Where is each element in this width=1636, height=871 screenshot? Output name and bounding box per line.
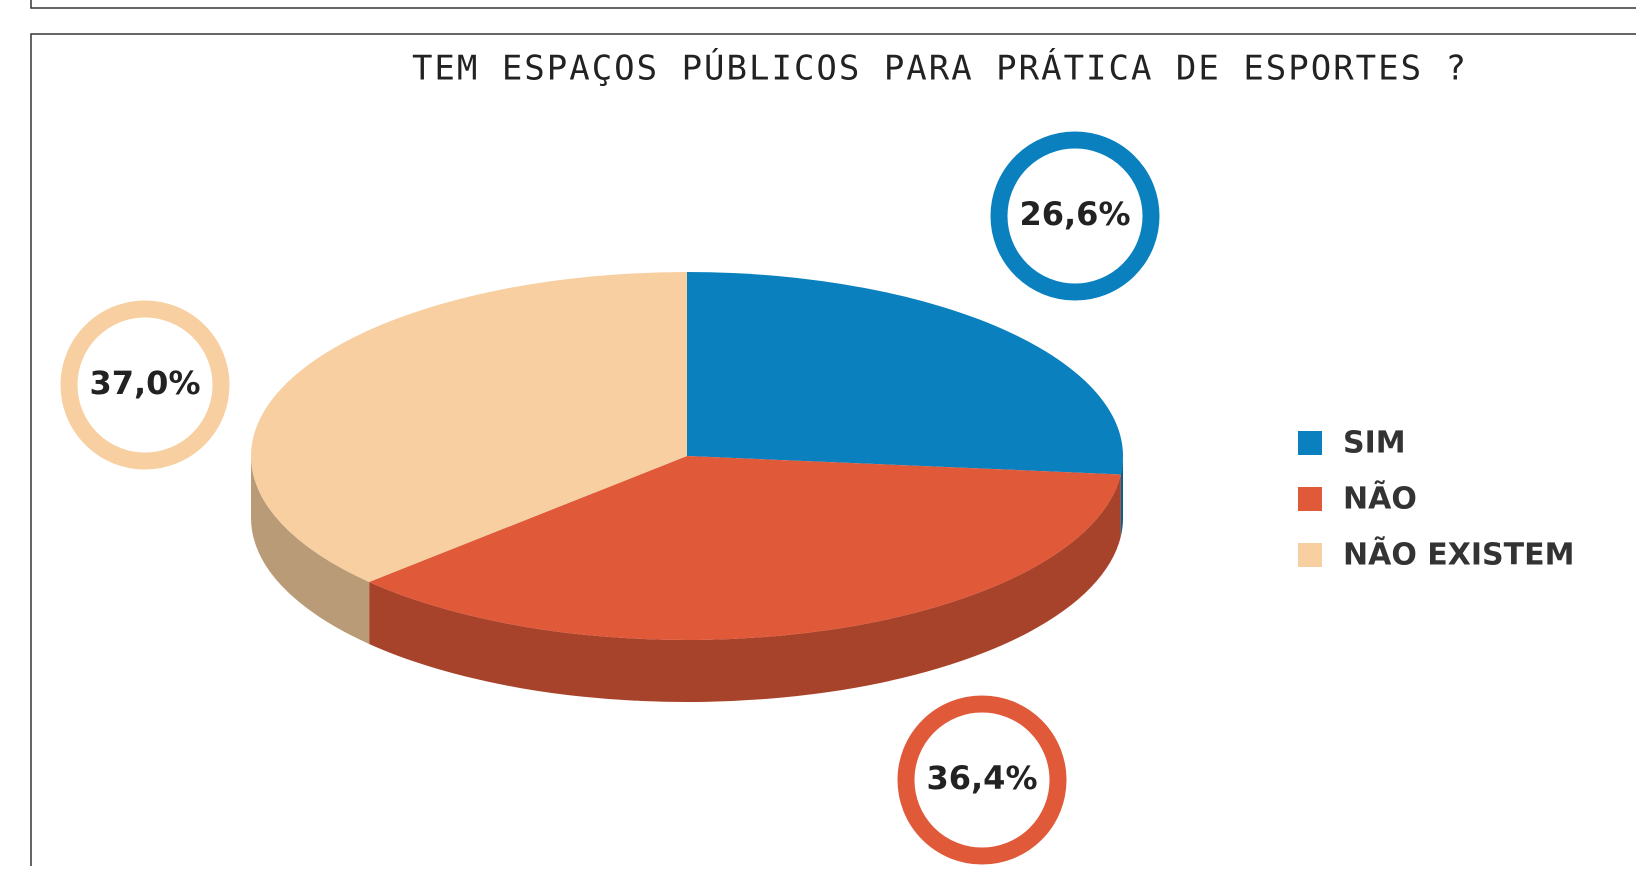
pie-side-shade: [251, 456, 370, 644]
chart-frame: [30, 33, 1636, 871]
pie-side-shade: [1120, 456, 1123, 537]
value-label: 36,4%: [926, 759, 1037, 797]
legend-swatch: [1298, 543, 1322, 567]
pie-side: [1120, 456, 1123, 537]
chart-title: TEM ESPAÇOS PÚBLICOS PARA PRÁTICA DE ESP…: [412, 48, 1468, 89]
value-label: 26,6%: [1019, 195, 1130, 233]
top-frame: [30, 0, 1636, 9]
legend-label: SIM: [1343, 426, 1406, 461]
pie-side: [369, 474, 1121, 702]
pie-slice: [369, 456, 1121, 640]
pie-slice: [251, 272, 687, 582]
label-ring: [990, 131, 1160, 301]
legend-swatch: [1298, 431, 1322, 455]
pie-slice: [687, 272, 1123, 475]
legend-swatch: [1298, 487, 1322, 511]
label-ring: [897, 695, 1067, 865]
value-label: 37,0%: [89, 364, 200, 402]
label-ring: [60, 300, 230, 470]
pie-side-shade: [369, 474, 1121, 702]
legend-label: NÃO: [1343, 480, 1417, 517]
legend-label: NÃO EXISTEM: [1343, 536, 1574, 573]
pie-side: [251, 456, 370, 644]
